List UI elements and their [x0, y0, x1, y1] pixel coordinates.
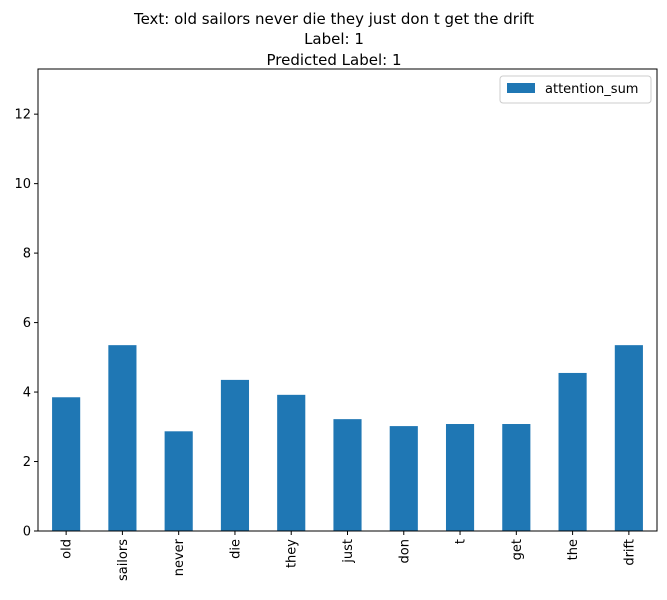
x-tick-label-sailors: sailors — [116, 539, 131, 581]
y-tick-label: 6 — [23, 316, 31, 331]
y-tick-label: 8 — [23, 247, 31, 262]
legend: attention_sum — [499, 75, 652, 104]
bar-just — [333, 419, 362, 531]
chart-title: Text: old sailors never die they just do… — [133, 10, 534, 69]
y-tick-label: 0 — [23, 525, 31, 540]
x-tick-label-drift: drift — [622, 539, 637, 566]
legend-label: attention_sum — [545, 82, 638, 97]
bar-t — [445, 424, 475, 531]
bar-die — [220, 379, 250, 531]
x-tick-label-don: don — [397, 539, 412, 563]
bar-never — [164, 431, 193, 531]
bar-they — [277, 394, 306, 531]
x-tick-label-just: just — [341, 539, 356, 564]
x-tick-label-the: the — [566, 539, 581, 560]
title-line-text: Text: old sailors never die they just do… — [133, 10, 534, 28]
bar-get — [502, 424, 531, 531]
bar-the — [558, 372, 587, 531]
bar-old — [52, 397, 81, 531]
plot-area: 0 2 4 6 8 10 12 old sailors never die they just don t g… — [14, 68, 658, 581]
title-line-label: Label: 1 — [304, 30, 364, 48]
y-tick-label: 12 — [14, 108, 31, 123]
x-tick-label-old: old — [60, 539, 75, 559]
legend-swatch — [507, 83, 535, 93]
legend-box — [499, 75, 652, 104]
x-tick-label-t: t — [454, 539, 469, 544]
bar-don — [389, 426, 418, 531]
x-tick-label-get: get — [510, 539, 525, 560]
y-tick-label: 4 — [23, 386, 31, 401]
y-tick-label: 2 — [23, 455, 31, 470]
x-tick-label-never: never — [172, 538, 187, 576]
y-tick-label: 10 — [14, 177, 31, 192]
bar-drift — [614, 345, 643, 531]
x-tick-label-they: they — [285, 539, 300, 568]
title-line-predicted: Predicted Label: 1 — [266, 51, 401, 69]
bar-sailors — [108, 345, 137, 531]
x-tick-label-die: die — [228, 539, 243, 559]
